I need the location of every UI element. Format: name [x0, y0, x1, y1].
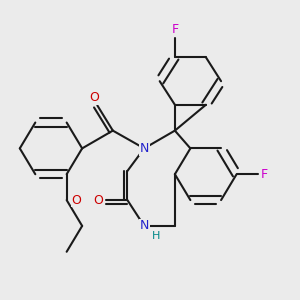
Text: F: F: [260, 168, 268, 181]
Text: F: F: [171, 23, 178, 36]
Text: O: O: [71, 194, 81, 207]
Text: O: O: [89, 91, 99, 104]
Text: N: N: [140, 142, 149, 155]
Text: H: H: [152, 231, 160, 241]
Text: N: N: [140, 219, 149, 232]
Text: O: O: [93, 194, 103, 207]
